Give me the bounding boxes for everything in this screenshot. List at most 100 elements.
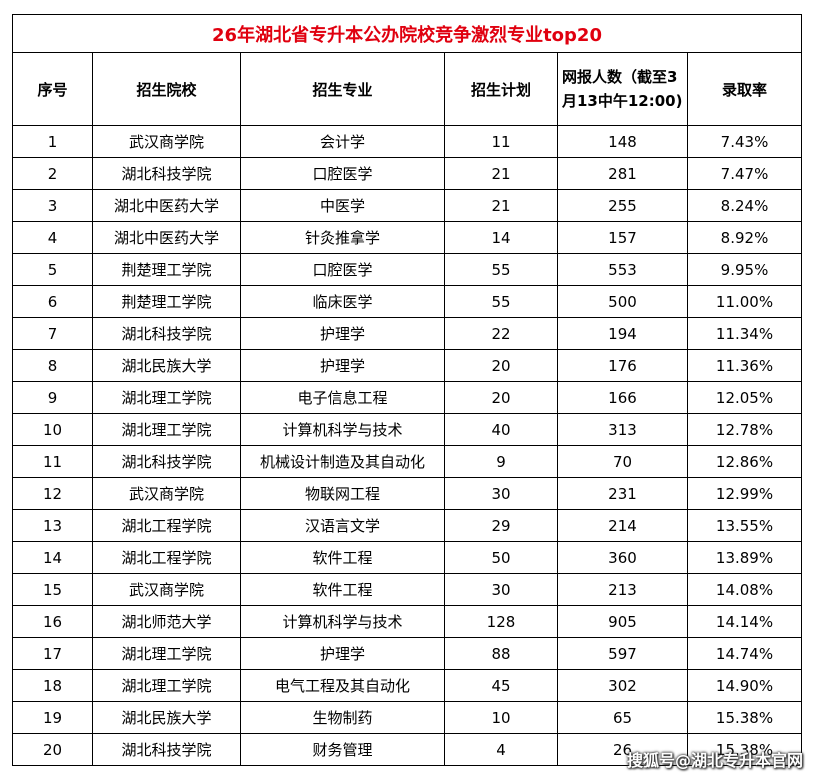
cell-applicants: 176 [557,349,688,382]
cell-major: 财务管理 [240,733,445,766]
cell-applicants: 553 [557,253,688,286]
cell-applicants: 166 [557,381,688,414]
cell-major: 软件工程 [240,573,445,606]
cell-major: 软件工程 [240,541,445,574]
cell-plan: 20 [444,349,558,382]
table-row: 6 荆楚理工学院 临床医学 55 500 11.00% [12,285,803,318]
cell-rate: 8.92% [686,221,803,254]
cell-plan: 50 [444,541,558,574]
cell-index: 8 [12,349,93,382]
cell-rate: 8.24% [686,189,803,222]
cell-applicants: 213 [557,573,688,606]
cell-rate: 15.38% [686,701,803,734]
cell-school: 湖北中医药大学 [92,221,241,254]
cell-plan: 55 [444,253,558,286]
cell-applicants: 70 [557,445,688,478]
cell-plan: 22 [444,317,558,350]
cell-plan: 11 [444,125,558,158]
cell-index: 1 [12,125,93,158]
cell-plan: 9 [444,445,558,478]
cell-school: 湖北科技学院 [92,733,241,766]
table-row: 10 湖北理工学院 计算机科学与技术 40 313 12.78% [12,413,803,446]
table-row: 1 武汉商学院 会计学 11 148 7.43% [12,125,803,158]
cell-applicants: 597 [557,637,688,670]
cell-school: 湖北科技学院 [92,317,241,350]
cell-index: 9 [12,381,93,414]
header-plan: 招生计划 [444,52,558,126]
cell-index: 5 [12,253,93,286]
cell-major: 中医学 [240,189,445,222]
cell-plan: 45 [444,669,558,702]
cell-rate: 14.90% [686,669,803,702]
cell-index: 2 [12,157,93,190]
table-row: 13 湖北工程学院 汉语言文学 29 214 13.55% [12,509,803,542]
cell-plan: 88 [444,637,558,670]
cell-school: 武汉商学院 [92,477,241,510]
header-rate: 录取率 [686,52,803,126]
cell-applicants: 65 [557,701,688,734]
cell-school: 湖北理工学院 [92,669,241,702]
cell-rate: 13.55% [686,509,803,542]
cell-index: 15 [12,573,93,606]
ranking-table: 26年湖北省专升本公办院校竞争激烈专业top20 序号 招生院校 招生专业 招生… [11,14,803,766]
cell-major: 会计学 [240,125,445,158]
cell-rate: 14.08% [686,573,803,606]
cell-rate: 12.78% [686,413,803,446]
table-row: 3 湖北中医药大学 中医学 21 255 8.24% [12,189,803,222]
table-row: 15 武汉商学院 软件工程 30 213 14.08% [12,573,803,606]
cell-major: 计算机科学与技术 [240,605,445,638]
cell-applicants: 231 [557,477,688,510]
table-row: 4 湖北中医药大学 针灸推拿学 14 157 8.92% [12,221,803,254]
cell-major: 临床医学 [240,285,445,318]
cell-rate: 11.34% [686,317,803,350]
cell-applicants: 194 [557,317,688,350]
cell-applicants: 302 [557,669,688,702]
cell-applicants: 255 [557,189,688,222]
cell-rate: 13.89% [686,541,803,574]
cell-rate: 11.36% [686,349,803,382]
cell-school: 湖北民族大学 [92,349,241,382]
table-row: 11 湖北科技学院 机械设计制造及其自动化 9 70 12.86% [12,445,803,478]
cell-major: 口腔医学 [240,157,445,190]
table-row: 2 湖北科技学院 口腔医学 21 281 7.47% [12,157,803,190]
cell-rate: 14.14% [686,605,803,638]
table-body: 1 武汉商学院 会计学 11 148 7.43% 2 湖北科技学院 口腔医学 21 281 7.47%… [12,125,803,766]
cell-major: 护理学 [240,317,445,350]
cell-rate: 12.05% [686,381,803,414]
cell-index: 13 [12,509,93,542]
cell-major: 护理学 [240,349,445,382]
cell-major: 口腔医学 [240,253,445,286]
cell-rate: 11.00% [686,285,803,318]
table-row: 16 湖北师范大学 计算机科学与技术 128 905 14.14% [12,605,803,638]
cell-rate: 7.47% [686,157,803,190]
cell-index: 3 [12,189,93,222]
cell-index: 11 [12,445,93,478]
cell-major: 生物制药 [240,701,445,734]
cell-index: 12 [12,477,93,510]
cell-major: 针灸推拿学 [240,221,445,254]
cell-rate: 9.95% [686,253,803,286]
cell-rate: 12.99% [686,477,803,510]
cell-applicants: 148 [557,125,688,158]
cell-rate: 7.43% [686,125,803,158]
cell-index: 4 [12,221,93,254]
cell-school: 湖北科技学院 [92,157,241,190]
table-row: 18 湖北理工学院 电气工程及其自动化 45 302 14.90% [12,669,803,702]
cell-major: 物联网工程 [240,477,445,510]
table-row: 20 湖北科技学院 财务管理 4 26 15.38% [12,733,803,766]
watermark-text: 搜狐号@湖北专升本官网 [626,751,803,770]
cell-index: 16 [12,605,93,638]
cell-rate: 12.86% [686,445,803,478]
cell-school: 湖北工程学院 [92,509,241,542]
cell-major: 电子信息工程 [240,381,445,414]
cell-school: 湖北理工学院 [92,381,241,414]
cell-rate: 14.74% [686,637,803,670]
cell-school: 武汉商学院 [92,573,241,606]
table-row: 7 湖北科技学院 护理学 22 194 11.34% [12,317,803,350]
cell-index: 14 [12,541,93,574]
cell-school: 湖北科技学院 [92,445,241,478]
cell-plan: 128 [444,605,558,638]
cell-applicants: 360 [557,541,688,574]
header-school: 招生院校 [92,52,241,126]
table-row: 19 湖北民族大学 生物制药 10 65 15.38% [12,701,803,734]
